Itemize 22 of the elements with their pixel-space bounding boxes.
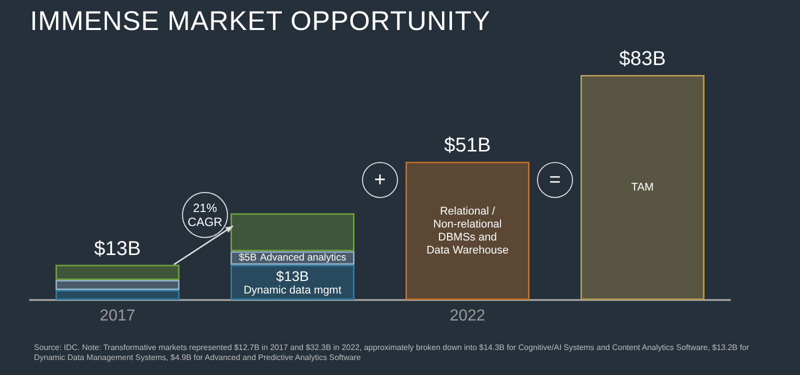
bar [230, 213, 354, 252]
annotation: = [537, 162, 573, 198]
bar [56, 280, 180, 290]
data-label: $5B [238, 252, 257, 264]
bar [580, 75, 704, 300]
bar [406, 162, 530, 300]
annotation: + [362, 162, 398, 198]
series-label: Advanced analytics [260, 252, 346, 264]
series-label: Relational / Non-relational DBMSs and Data Warehouse [426, 205, 509, 256]
total-label: $13B [94, 238, 141, 260]
total-label: $83B [619, 48, 666, 70]
data-label: $13B [276, 268, 309, 284]
source-note: Source: IDC. Note: Transformative markets represented $12.7B in 2017 and $32.3B in 2022, approximately broken down into $14.3B for Cognitive/AI Systems and Content Analytics Software, $13.2B for Dynamic Data Management Systems, $4.9B for Advanced and Predictive Analytics Software [34, 343, 750, 363]
chart-title: IMMENSE MARKET OPPORTUNITY [30, 6, 491, 37]
series-label: TAM [631, 182, 654, 194]
bar [56, 264, 180, 280]
x-tick-label: 2022 [450, 308, 486, 324]
bar [56, 290, 180, 300]
annotation: 21% CAGR [182, 192, 228, 238]
x-tick-label: 2017 [100, 308, 136, 324]
total-label: $51B [444, 134, 491, 157]
series-label: Dynamic data mgmt [244, 284, 342, 296]
